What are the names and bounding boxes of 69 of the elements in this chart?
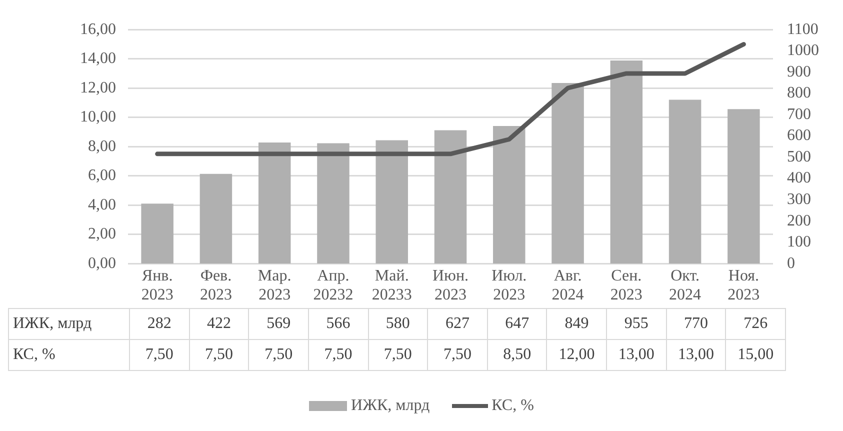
- y2-tick-label: 400: [787, 170, 811, 187]
- data-label: 7,50: [428, 340, 488, 370]
- data-label: 7,50: [368, 340, 428, 370]
- data-label: 569: [248, 308, 308, 340]
- y-tick-label: 16,00: [80, 20, 116, 38]
- bar: [258, 142, 291, 264]
- bar: [141, 204, 174, 264]
- text: ИЖК, млрд: [13, 315, 92, 332]
- data-label: 7,50: [248, 340, 308, 370]
- legend-label: КС, %: [492, 397, 534, 415]
- data-label: 566: [308, 308, 368, 340]
- data-label: 849: [546, 308, 606, 340]
- x-tick-label: Мар. 2023: [258, 267, 292, 304]
- bar: [728, 109, 760, 264]
- y2-tick-label: 600: [787, 127, 811, 144]
- x-tick-label: Сен. 2023: [610, 267, 642, 304]
- data-label: 8,50: [487, 340, 547, 370]
- data-label: 580: [368, 308, 428, 340]
- x-tick-label: Фев. 2023: [200, 267, 232, 304]
- y2-tick-label: 1100: [787, 20, 818, 38]
- y2-tick-label: 500: [787, 148, 811, 166]
- y2-tick-label: 100: [787, 234, 811, 251]
- y2-tick-label: 300: [787, 190, 811, 208]
- x-tick-label: Июл. 2023: [492, 267, 527, 304]
- bar: [200, 174, 232, 264]
- y2-tick-label: 800: [787, 84, 811, 102]
- legend-label: ИЖК, млрд: [351, 397, 430, 415]
- x-tick-label: Май. 20233: [372, 267, 412, 304]
- y-tick-label: 8,00: [88, 138, 116, 155]
- bar: [668, 100, 702, 264]
- data-label: 955: [606, 308, 666, 340]
- x-tick-label: Июн. 2023: [432, 267, 469, 304]
- y-tick-label: 10,00: [80, 108, 116, 126]
- y2-tick-label: 900: [787, 63, 811, 80]
- x-tick-label: Ноя. 2023: [728, 267, 760, 304]
- data-label: 7,50: [308, 340, 368, 370]
- data-label: 13,00: [606, 340, 666, 370]
- data-label: 7,50: [130, 340, 190, 370]
- bar: [317, 143, 350, 264]
- data-label: 647: [487, 308, 547, 340]
- y-tick-label: 12,00: [80, 79, 116, 96]
- y-tick-label: 4,00: [88, 196, 116, 214]
- data-label: 770: [666, 308, 726, 340]
- bar: [610, 60, 643, 264]
- data-label: 15,00: [726, 340, 786, 370]
- y2-tick-label: 200: [787, 212, 811, 230]
- bar: [493, 126, 526, 264]
- y-tick-label: 6,00: [88, 167, 116, 184]
- x-tick-label: Янв. 2023: [141, 267, 174, 304]
- y-tick-label: 14,00: [80, 50, 116, 68]
- text: КС, %: [13, 346, 56, 363]
- bar: [552, 82, 584, 264]
- data-label: 726: [726, 308, 786, 340]
- data-label: 12,00: [546, 340, 606, 370]
- y2-tick-label: 0: [787, 254, 795, 272]
- y2-tick-label: 1000: [787, 42, 819, 60]
- bar: [434, 130, 467, 264]
- x-tick-label: Авг. 2024: [552, 267, 584, 304]
- data-label: 282: [130, 308, 190, 340]
- data-label: 13,00: [666, 340, 726, 370]
- x-tick-label: Апр. 20232: [313, 267, 354, 304]
- data-label: 422: [189, 308, 249, 340]
- y-tick-label: 0,00: [88, 254, 116, 272]
- data-label: 7,50: [189, 340, 249, 370]
- y2-tick-label: 700: [787, 106, 811, 123]
- data-label: 627: [428, 308, 488, 340]
- x-tick-label: Окт. 2024: [669, 267, 702, 304]
- y-tick-label: 2,00: [88, 226, 116, 243]
- bar: [376, 140, 408, 264]
